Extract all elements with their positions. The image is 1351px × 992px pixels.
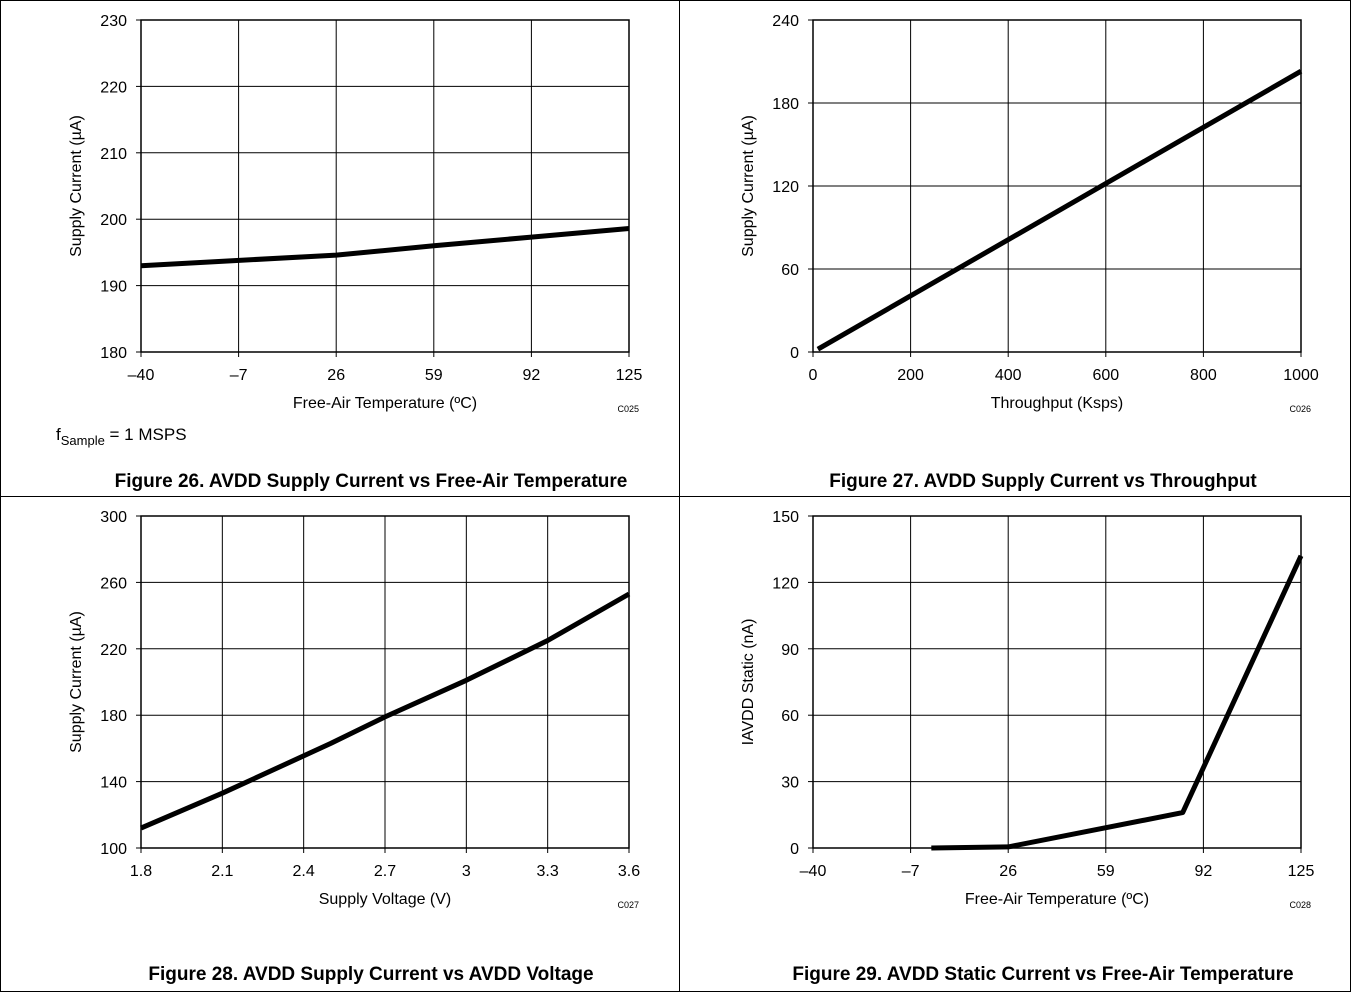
caption-fig29: Figure 29. AVDD Static Current vs Free-A… <box>792 964 1293 985</box>
sample-rate-note-value: = 1 MSPS <box>105 425 187 444</box>
plot-frame <box>812 515 1302 849</box>
y-axis-label: IAVDD Static (nA) <box>740 619 757 746</box>
x-tick-label: 125 <box>616 367 643 384</box>
x-tick-label: 26 <box>999 863 1017 880</box>
y-axis-label: Supply Current (µA) <box>740 115 757 257</box>
y-tick-label: 190 <box>100 279 127 296</box>
y-tick-label: 300 <box>100 509 127 526</box>
y-tick-label: 210 <box>100 146 127 163</box>
x-tick-label: 0 <box>809 367 818 384</box>
chart-fig26: –40 –7 26 59 92 125 180 190 200 210 220 230 Free-Air… <box>68 13 642 414</box>
x-tick-label: 600 <box>1092 367 1119 384</box>
x-tick-label: 1.8 <box>130 863 152 880</box>
x-tick-label: 92 <box>1195 863 1213 880</box>
x-tick-label: 125 <box>1288 863 1315 880</box>
y-tick-label: 180 <box>100 708 127 725</box>
x-tick-label: 3.6 <box>618 863 640 880</box>
y-tick-label: 260 <box>100 575 127 592</box>
y-axis-label: Supply Current (µA) <box>68 115 85 257</box>
x-axis-label: Supply Voltage (V) <box>319 891 452 908</box>
chart-fig27: 0 200 400 600 800 1000 0 60 120 180 240 Throughput … <box>740 13 1319 414</box>
x-axis-label: Free-Air Temperature (ºC) <box>965 891 1149 908</box>
y-tick-label: 60 <box>781 708 799 725</box>
y-tick-label: 30 <box>781 775 799 792</box>
x-tick-label: 800 <box>1190 367 1217 384</box>
figure-code: C026 <box>1289 404 1311 414</box>
sample-rate-note: fSample = 1 MSPS <box>56 425 187 448</box>
figure-code: C027 <box>617 900 639 910</box>
caption-fig26: Figure 26. AVDD Supply Current vs Free-A… <box>115 471 628 492</box>
caption-fig28: Figure 28. AVDD Supply Current vs AVDD V… <box>148 964 593 985</box>
x-tick-label: 2.4 <box>293 863 315 880</box>
plot-frame <box>140 515 630 849</box>
y-tick-label: 150 <box>772 509 799 526</box>
y-tick-label: 200 <box>100 212 127 229</box>
figure-code: C028 <box>1289 900 1311 910</box>
series-line <box>140 226 630 269</box>
x-tick-label: 3.3 <box>537 863 559 880</box>
x-tick-label: 1000 <box>1283 367 1319 384</box>
x-tick-label: 59 <box>425 367 443 384</box>
plot-frame <box>812 19 1302 353</box>
x-tick-label: –40 <box>800 863 827 880</box>
x-tick-label: –40 <box>128 367 155 384</box>
sample-rate-note-f: f <box>56 425 61 444</box>
x-tick-label: 400 <box>995 367 1022 384</box>
y-tick-label: 180 <box>772 96 799 113</box>
x-tick-label: 92 <box>523 367 541 384</box>
chart-fig29: –40 –7 26 59 92 125 0 30 60 90 120 150 Free-Air Temp… <box>740 509 1314 910</box>
y-tick-label: 140 <box>100 775 127 792</box>
x-tick-label: 59 <box>1097 863 1115 880</box>
chart-fig28: 1.8 2.1 2.4 2.7 3 3.3 3.6 100 140 180 220 260 300 Sup… <box>68 509 640 910</box>
x-tick-label: 2.7 <box>374 863 396 880</box>
y-tick-label: 0 <box>790 345 799 362</box>
y-tick-label: 220 <box>100 642 127 659</box>
series-line <box>816 69 1303 352</box>
y-tick-label: 60 <box>781 262 799 279</box>
y-tick-label: 0 <box>790 841 799 858</box>
caption-fig27: Figure 27. AVDD Supply Current vs Throug… <box>829 471 1257 492</box>
y-tick-label: 120 <box>772 179 799 196</box>
x-tick-label: 3 <box>462 863 471 880</box>
x-axis-label: Throughput (Ksps) <box>991 395 1124 412</box>
y-tick-label: 220 <box>100 79 127 96</box>
x-axis-label: Free-Air Temperature (ºC) <box>293 395 477 412</box>
sample-rate-note-sub: Sample <box>61 433 105 448</box>
y-tick-label: 240 <box>772 13 799 30</box>
y-tick-label: 120 <box>772 575 799 592</box>
series-line <box>140 591 631 831</box>
y-tick-label: 90 <box>781 642 799 659</box>
y-tick-label: 230 <box>100 13 127 30</box>
x-tick-label: –7 <box>902 863 920 880</box>
plot-frame <box>140 19 630 353</box>
figure-code: C025 <box>617 404 639 414</box>
y-axis-label: Supply Current (µA) <box>68 611 85 753</box>
x-tick-label: 26 <box>327 367 345 384</box>
y-tick-label: 180 <box>100 345 127 362</box>
x-tick-label: –7 <box>230 367 248 384</box>
series-line <box>931 554 1304 851</box>
x-tick-label: 200 <box>897 367 924 384</box>
y-tick-label: 100 <box>100 841 127 858</box>
x-tick-label: 2.1 <box>211 863 233 880</box>
